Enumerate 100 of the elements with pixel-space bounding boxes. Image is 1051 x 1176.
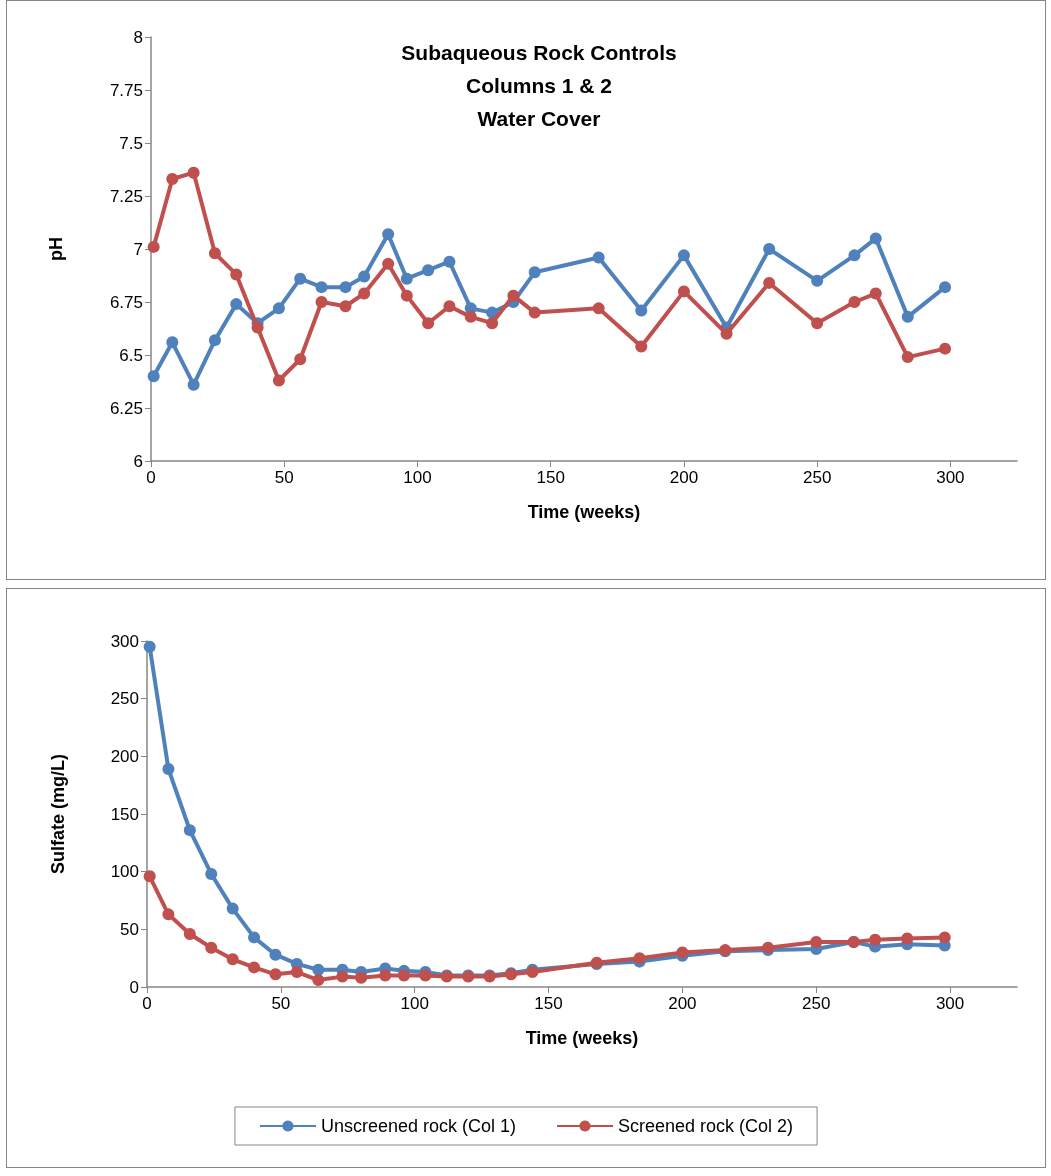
point (339, 281, 352, 294)
point (901, 310, 914, 323)
point (230, 268, 243, 281)
point (677, 249, 690, 262)
y-tick-label: 150 (110, 804, 139, 824)
point (315, 296, 328, 308)
y-tick-label: 50 (120, 919, 139, 939)
point (147, 240, 160, 253)
point (901, 932, 914, 945)
point (528, 306, 541, 319)
point (272, 302, 285, 315)
point (248, 931, 261, 944)
y-tick-label: 100 (110, 862, 139, 882)
point (143, 640, 156, 653)
x-tick-label: 50 (274, 468, 294, 487)
point (848, 296, 861, 308)
point (226, 902, 239, 915)
point (315, 281, 328, 294)
point (339, 300, 352, 313)
point (486, 317, 499, 330)
point (939, 342, 952, 355)
point (355, 971, 368, 984)
point (230, 298, 243, 311)
point (166, 336, 179, 349)
y-tick-label: 6.5 (119, 345, 143, 365)
point (811, 274, 824, 287)
x-tick-label: 250 (802, 468, 832, 487)
y-axis-title: pH (46, 237, 66, 261)
x-tick-label: 100 (403, 468, 432, 487)
y-tick-label: 7.5 (119, 133, 143, 153)
y-tick-label: 7.75 (109, 80, 143, 100)
point (269, 968, 282, 981)
point (143, 870, 156, 883)
point (443, 300, 456, 313)
y-tick-label: 300 (110, 631, 139, 651)
point (226, 953, 239, 966)
point (763, 243, 776, 255)
point (507, 289, 520, 302)
point (358, 287, 371, 300)
legend-label: Screened rock (Col 2) (618, 1116, 794, 1136)
y-tick-label: 7 (133, 239, 143, 259)
point (422, 317, 435, 330)
text: Subaqueous Rock Controls Columns 1 & 2 Water Cover (401, 41, 677, 130)
x-tick-label: 0 (146, 468, 156, 487)
x-tick-label: 200 (668, 994, 697, 1013)
point (162, 763, 175, 776)
point (187, 378, 200, 391)
y-tick-label: 0 (129, 977, 139, 997)
x-tick-label: 150 (536, 468, 565, 487)
point (939, 281, 952, 294)
point (422, 264, 435, 277)
point (592, 302, 605, 315)
point (382, 257, 395, 270)
y-tick-label: 6 (133, 451, 143, 471)
point (528, 266, 541, 279)
point (269, 948, 282, 961)
x-tick-label: 300 (936, 468, 965, 487)
point (382, 228, 395, 241)
point (869, 287, 882, 300)
point (938, 931, 951, 944)
y-tick-label: 6.75 (109, 292, 143, 312)
x-tick-label: 300 (935, 994, 965, 1013)
point (400, 272, 413, 285)
point (290, 966, 303, 978)
point (869, 232, 882, 245)
point (162, 908, 175, 921)
point (635, 340, 648, 353)
y-tick-label: 8 (133, 27, 143, 47)
x-tick-label: 200 (669, 468, 699, 487)
y-tick-label: 6.25 (109, 398, 143, 418)
point (400, 289, 413, 302)
point (166, 173, 179, 186)
point (592, 251, 605, 264)
point (205, 941, 218, 954)
point (848, 249, 861, 262)
point (811, 317, 824, 330)
point (205, 867, 218, 880)
point (312, 963, 325, 976)
point (272, 374, 285, 387)
x-axis-title: Time (weeks) (527, 502, 641, 522)
point (336, 970, 349, 983)
point (183, 927, 196, 940)
point (763, 276, 776, 289)
y-axis-title: Sulfate (mg/L) (48, 754, 68, 874)
x-tick-label: 50 (271, 994, 291, 1013)
point (187, 166, 200, 179)
point (358, 270, 371, 283)
point (720, 327, 733, 340)
point (398, 969, 410, 982)
y-tick-label: 200 (110, 746, 139, 766)
point (248, 961, 261, 974)
point (419, 969, 432, 982)
point (901, 351, 914, 364)
point (810, 936, 823, 949)
x-tick-label: 100 (400, 994, 429, 1013)
x-tick-label: 250 (802, 994, 831, 1013)
y-tick-label: 250 (110, 689, 139, 709)
point (294, 353, 307, 366)
point (208, 334, 221, 347)
point (869, 933, 882, 946)
